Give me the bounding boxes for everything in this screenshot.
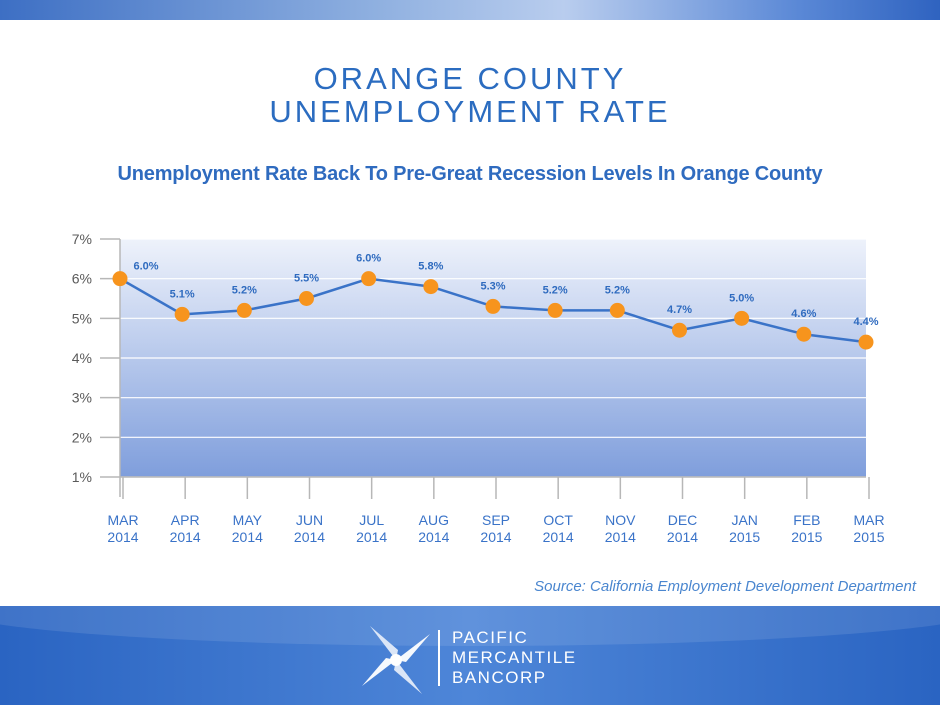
- x-tick-label: JUN 2014: [294, 512, 325, 545]
- data-point: [423, 279, 439, 295]
- x-tick-label: AUG 2014: [418, 512, 449, 545]
- data-point: [609, 302, 625, 318]
- data-label: 6.0%: [133, 261, 158, 273]
- x-tick-label: SEP 2014: [480, 512, 511, 545]
- data-label: 5.1%: [170, 288, 195, 300]
- y-tick-label: 5%: [72, 310, 92, 326]
- logo-line-1: PACIFIC: [452, 628, 529, 647]
- data-label: 5.5%: [294, 273, 319, 285]
- page-title: ORANGE COUNTY UNEMPLOYMENT RATE: [0, 62, 940, 128]
- x-tick-label: JUL 2014: [356, 512, 387, 545]
- data-point: [485, 298, 501, 314]
- data-label: 6.0%: [356, 253, 381, 265]
- x-tick-label: DEC 2014: [667, 512, 698, 545]
- data-point: [858, 334, 874, 350]
- logo-line-2: MERCANTILE: [452, 648, 577, 667]
- data-label: 5.8%: [418, 261, 443, 273]
- y-tick-label: 6%: [72, 271, 92, 287]
- logo-wordmark: PACIFIC MERCANTILE BANCORP: [452, 628, 577, 688]
- x-tick-label: MAR 2014: [107, 512, 138, 545]
- y-tick-label: 3%: [72, 390, 92, 406]
- x-tick-label: FEB 2015: [791, 512, 822, 545]
- data-point: [672, 322, 687, 338]
- y-tick-label: 4%: [72, 350, 92, 366]
- page-title-line-1: ORANGE COUNTY: [313, 61, 627, 96]
- data-point: [112, 271, 128, 287]
- data-label: 4.6%: [791, 308, 816, 320]
- unemployment-line-chart: 1% 2% 3% 4% 5% 6% 7% MAR 2014 APR 2014 MAY 2014 JUN 20…: [72, 231, 885, 545]
- data-point: [796, 326, 812, 342]
- y-tick-label: 2%: [72, 429, 92, 445]
- logo-divider: [438, 630, 440, 686]
- source-note: Source: California Employment Developmen…: [534, 578, 916, 595]
- data-label: 5.2%: [232, 284, 257, 296]
- chart-title: Unemployment Rate Back To Pre-Great Rece…: [117, 163, 823, 185]
- data-point: [236, 302, 252, 318]
- data-point: [361, 271, 377, 287]
- data-point: [299, 291, 314, 306]
- data-label: 4.7%: [667, 304, 692, 316]
- top-decorative-band: [0, 0, 940, 20]
- data-label: 5.0%: [729, 292, 754, 304]
- x-tick-label: NOV 2014: [605, 512, 636, 545]
- x-tick-label: APR 2014: [170, 512, 201, 545]
- data-label: 5.2%: [543, 284, 568, 296]
- data-point: [734, 310, 750, 326]
- data-label: 4.4%: [853, 316, 878, 328]
- data-point: [174, 306, 190, 322]
- data-label: 5.3%: [480, 280, 505, 292]
- x-tick-label: MAY 2014: [232, 512, 263, 545]
- y-tick-label: 7%: [72, 231, 92, 247]
- x-tick-label: JAN 2015: [729, 512, 760, 545]
- footer-band: PACIFIC MERCANTILE BANCORP: [0, 606, 940, 705]
- logo-line-3: BANCORP: [452, 668, 547, 687]
- x-tick-label: OCT 2014: [543, 512, 574, 545]
- pacific-mercantile-logo-icon: [362, 626, 430, 694]
- page-title-line-2: UNEMPLOYMENT RATE: [269, 94, 671, 129]
- data-point: [547, 302, 563, 318]
- x-tick-label: MAR 2015: [853, 512, 884, 545]
- data-label: 5.2%: [605, 284, 630, 296]
- y-tick-label: 1%: [72, 469, 92, 485]
